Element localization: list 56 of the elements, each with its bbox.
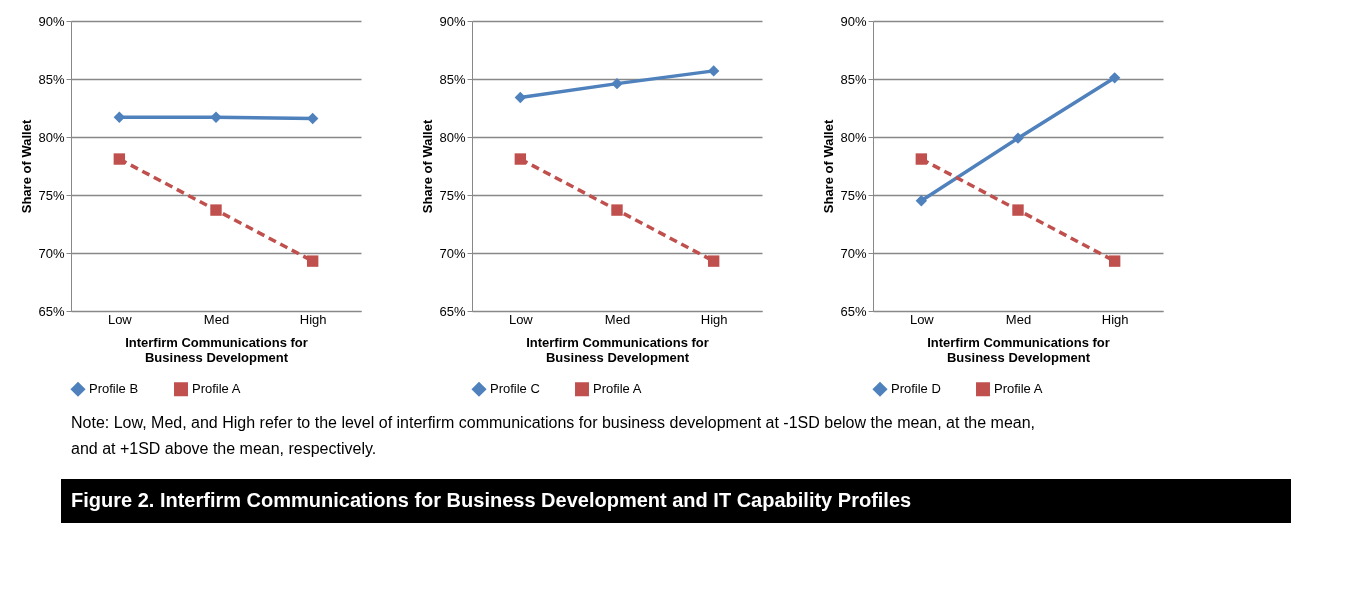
y-tick-label: 70% (840, 245, 867, 261)
x-tick-label: Low (909, 311, 935, 327)
y-axis-title: Share of Wallet (420, 119, 436, 214)
y-tick-label: 65% (38, 303, 65, 319)
point (1012, 204, 1024, 216)
x-tick-label: Med (203, 311, 230, 327)
point (915, 195, 928, 207)
y-tick-label: 90% (439, 13, 466, 29)
text: Note: Low, Med, and High refer to the level of interfirm communications for business development at -1SD below the mean, at the mean, and at +1SD above the mean, respectively. (71, 414, 1036, 457)
point (514, 153, 527, 165)
point (707, 255, 720, 267)
y-tick-label: 85% (439, 71, 466, 87)
legend-label: Profile D (891, 381, 941, 397)
y-axis-title: Share of Wallet (821, 119, 837, 214)
y-tick-label: 90% (840, 13, 867, 29)
y-tick-label: 85% (840, 71, 867, 87)
point (915, 153, 928, 165)
point (611, 204, 623, 216)
y-tick-label: 65% (840, 303, 867, 319)
x-tick-label: High (1101, 311, 1129, 327)
point (113, 153, 126, 165)
x-tick-label: Med (1005, 311, 1032, 327)
x-tick-label: Med (604, 311, 631, 327)
y-tick-label: 75% (840, 187, 867, 203)
point (1012, 132, 1024, 144)
y-tick-label: 70% (439, 245, 466, 261)
x-axis-title: Interfirm Communications for Business Development (526, 334, 709, 365)
legend-label: Profile A (994, 381, 1043, 397)
y-tick-label: 80% (38, 129, 65, 145)
y-tick-label: 70% (38, 245, 65, 261)
y-tick-label: 65% (439, 303, 466, 319)
y-axis-title: Share of Wallet (19, 119, 35, 214)
point (611, 77, 623, 90)
legend-label: Profile A (192, 381, 241, 397)
x-axis-title: Interfirm Communications for Business Development (125, 334, 308, 365)
point (514, 91, 527, 104)
x-tick-label: High (700, 311, 728, 327)
y-tick-label: 90% (38, 13, 65, 29)
point (1108, 72, 1121, 84)
x-axis-title: Interfirm Communications for Business Development (927, 334, 1110, 365)
point (306, 255, 319, 267)
point (210, 204, 222, 216)
text: Figure 2. Interfirm Communications for Business Development and IT Capability Profiles (71, 489, 912, 511)
point (1108, 255, 1121, 267)
legend-label: Profile B (89, 381, 139, 397)
x-tick-label: Low (508, 311, 534, 327)
y-tick-label: 75% (439, 187, 466, 203)
y-tick-label: 80% (439, 129, 466, 145)
x-tick-label: Low (107, 311, 133, 327)
point (210, 111, 222, 123)
x-tick-label: High (299, 311, 327, 327)
y-tick-label: 80% (840, 129, 867, 145)
legend-label: Profile C (490, 381, 540, 397)
y-tick-label: 85% (38, 71, 65, 87)
y-tick-label: 75% (38, 187, 65, 203)
legend-label: Profile A (593, 381, 642, 397)
